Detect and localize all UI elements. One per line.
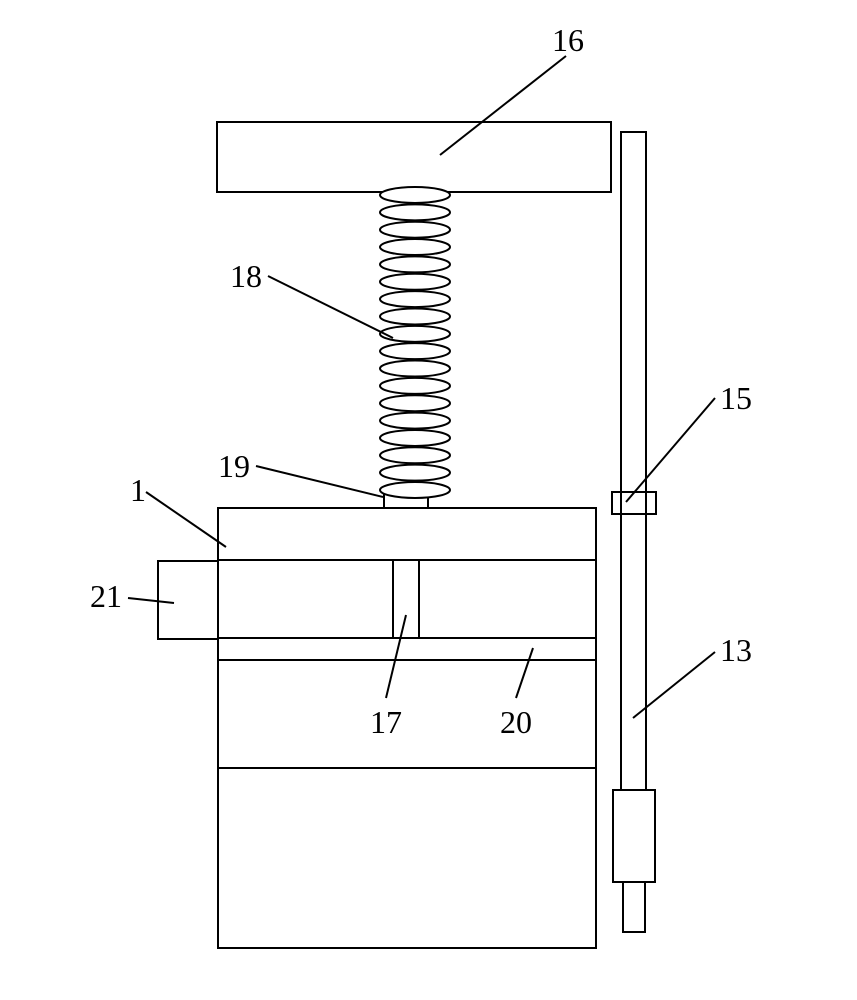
label-15: 15 [720,380,752,417]
label-1: 1 [130,472,146,509]
label-19: 19 [218,448,250,485]
label-17: 17 [370,704,402,741]
diagram-canvas: 16 18 15 19 1 21 17 20 13 [0,0,857,1000]
label-16: 16 [552,22,584,59]
label-21: 21 [90,578,122,615]
label-13: 13 [720,632,752,669]
diagram-svg [0,0,857,1000]
label-20: 20 [500,704,532,741]
label-18: 18 [230,258,262,295]
